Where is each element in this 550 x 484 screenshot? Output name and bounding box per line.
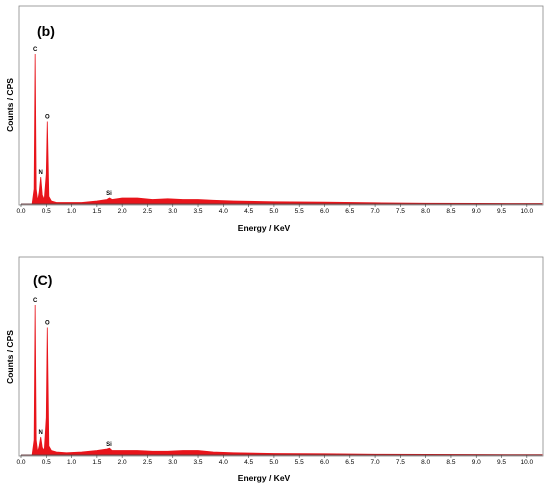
x-tick-label: 5.0 bbox=[269, 208, 278, 215]
x-tick-label: 7.5 bbox=[396, 459, 405, 466]
peak-label-o: O bbox=[45, 115, 50, 121]
x-tick-label: 10.0 bbox=[520, 208, 533, 215]
x-tick-label: 8.5 bbox=[446, 459, 455, 466]
x-tick-label: 9.5 bbox=[497, 459, 506, 466]
x-tick-label: 7.0 bbox=[371, 459, 380, 466]
x-tick-label: 4.0 bbox=[219, 459, 228, 466]
eds-spectrum-b: (b) Counts / CPS Energy / KeV 0.0 0.5 1.0 1… bbox=[5, 5, 544, 233]
x-tick-label: 7.0 bbox=[371, 208, 380, 215]
peak-label-si: Si bbox=[106, 191, 112, 197]
x-tick-label: 3.0 bbox=[168, 459, 177, 466]
x-tick-label: 3.5 bbox=[194, 208, 203, 215]
x-tick-label: 9.0 bbox=[472, 208, 481, 215]
panel-label: (b) bbox=[37, 23, 55, 39]
peak-label-n: N bbox=[39, 430, 43, 436]
y-axis-label: Counts / CPS bbox=[5, 78, 15, 132]
x-tick-label: 5.5 bbox=[295, 459, 304, 466]
x-axis-label: Energy / KeV bbox=[238, 223, 291, 233]
x-tick-label: 0.0 bbox=[16, 208, 25, 215]
x-tick-label: 7.5 bbox=[396, 208, 405, 215]
x-tick-label: 9.5 bbox=[497, 208, 506, 215]
chart-b: (b) Counts / CPS Energy / KeV 0.0 0.5 1.0 1… bbox=[5, 5, 544, 233]
x-tick-label: 4.5 bbox=[244, 208, 253, 215]
x-tick-label: 1.5 bbox=[92, 459, 101, 466]
x-tick-label: 8.0 bbox=[421, 459, 430, 466]
peak-label-o: O bbox=[45, 321, 50, 327]
eds-spectrum-c: (C) Counts / CPS Energy / KeV 0.0 0.5 1.0 1… bbox=[0, 242, 550, 484]
x-tick-label: 0.5 bbox=[42, 459, 51, 466]
x-tick-label: 10.0 bbox=[520, 459, 533, 466]
x-tick-label: 1.5 bbox=[92, 208, 101, 215]
x-tick-label: 2.0 bbox=[118, 208, 127, 215]
panel-label: (C) bbox=[33, 272, 52, 288]
x-tick-label: 4.0 bbox=[219, 208, 228, 215]
x-tick-label: 6.5 bbox=[345, 459, 354, 466]
x-tick-label: 2.0 bbox=[118, 459, 127, 466]
x-tick-label: 3.0 bbox=[168, 208, 177, 215]
x-tick-label: 6.0 bbox=[320, 459, 329, 466]
plot-frame bbox=[18, 256, 544, 457]
x-tick-label: 1.0 bbox=[67, 208, 76, 215]
spectrum-area bbox=[21, 304, 543, 456]
x-tick-label: 8.0 bbox=[421, 208, 430, 215]
x-tick-label: 1.0 bbox=[67, 459, 76, 466]
plot-frame bbox=[18, 5, 544, 206]
peak-label-n: N bbox=[39, 170, 43, 176]
x-tick-label: 0.0 bbox=[16, 459, 25, 466]
x-tick-label: 9.0 bbox=[472, 459, 481, 466]
peak-label-c: C bbox=[33, 298, 38, 304]
chart-c: (C) Counts / CPS Energy / KeV 0.0 0.5 1.0 1… bbox=[5, 256, 544, 483]
spectrum-area bbox=[21, 53, 543, 205]
x-tick-label: 5.0 bbox=[269, 459, 278, 466]
x-tick-label: 0.5 bbox=[42, 208, 51, 215]
x-tick-label: 8.5 bbox=[446, 208, 455, 215]
x-tick-label: 6.5 bbox=[345, 208, 354, 215]
x-tick-label: 5.5 bbox=[295, 208, 304, 215]
x-tick-label: 3.5 bbox=[194, 459, 203, 466]
peak-label-c: C bbox=[33, 47, 38, 53]
y-axis-label: Counts / CPS bbox=[5, 330, 15, 384]
x-tick-label: 2.5 bbox=[143, 459, 152, 466]
peak-label-si: Si bbox=[106, 442, 112, 448]
x-tick-label: 4.5 bbox=[244, 459, 253, 466]
x-axis-label: Energy / KeV bbox=[238, 473, 291, 483]
x-tick-label: 6.0 bbox=[320, 208, 329, 215]
x-tick-label: 2.5 bbox=[143, 208, 152, 215]
